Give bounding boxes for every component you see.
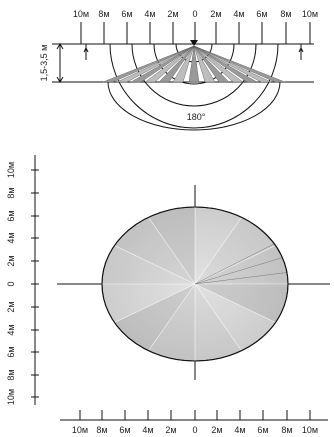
bottom-tick-label: 6м [119,425,130,435]
left-tick-label: 2м [6,301,16,312]
detection-beam [144,45,195,83]
zone-arc [131,43,257,107]
ceiling-marker-arrow-icon [83,46,89,53]
bottom-axis-ticks: 10м 8м 6м 4м 2м 0 2м 4м 6м 8м 10м [72,410,318,435]
left-tick-label: 10м [6,162,16,178]
bottom-tick-label: 0 [192,425,197,435]
bottom-tick-label: 8м [96,425,107,435]
left-tick-label: 2м [6,255,16,266]
bottom-tick-label: 2м [165,425,176,435]
detection-beam [102,45,195,83]
left-tick-label: 6м [6,346,16,357]
left-tick-label: 4м [6,324,16,335]
coverage-radial-line [194,257,283,285]
bottom-tick-label: 4м [234,425,245,435]
bottom-tick-label: 4м [142,425,153,435]
top-tick-label: 0 [192,9,197,19]
top-tick-label: 6м [121,9,132,19]
detection-beam [193,45,272,83]
left-tick-label: 10м [6,389,16,405]
top-view: 10м 8м 6м 4м 2м 0 2м 4м 6м 8м 10м 10м 8м 6м 4м 2м 0 2м 4м… [6,155,330,435]
bottom-tick-label: 10м [302,425,318,435]
top-tick-label: 2м [210,9,221,19]
top-tick-label: 6м [256,9,267,19]
left-axis-ticks: 10м 8м 6м 4м 2м 0 2м 4м 6м 8м 10м [6,162,39,405]
top-tick-label: 10м [73,9,89,19]
bottom-tick-label: 6м [257,425,268,435]
ceiling-marker-arrow-icon [298,46,304,53]
angle-label: 180° [187,112,206,122]
bottom-tick-label: 8м [281,425,292,435]
top-tick-label: 4м [233,9,244,19]
left-tick-label: 8м [6,369,16,380]
side-view: 10м 8м 6м 4м 2м 0 2м 4м 6м 8м 10м 1,5-3,5 м 180° [39,9,318,131]
coverage-radial-line [194,243,275,285]
coverage-disc-outline [101,206,289,362]
side-view-top-ticks: 10м 8м 6м 4м 2м 0 2м 4м 6м 8м 10м [73,9,318,44]
top-tick-label: 8м [98,9,109,19]
detection-beam [130,45,195,83]
beam-fan [102,45,286,83]
top-tick-label: 2м [167,9,178,19]
detection-beam [193,45,216,83]
detection-beam [116,45,195,83]
detection-beam [193,45,258,83]
coverage-radial-line [194,272,288,285]
bottom-tick-label: 10м [72,425,88,435]
left-tick-label: 6м [6,210,16,221]
detection-beam [158,45,195,83]
height-label: 1,5-3,5 м [39,45,49,82]
top-tick-label: 4м [144,9,155,19]
detection-beam [188,45,200,83]
top-tick-label: 8м [280,9,291,19]
coverage-segments [101,206,289,362]
bottom-tick-label: 2м [211,425,222,435]
detection-beam [193,45,286,83]
height-arrow-down-icon [56,76,64,83]
left-tick-label: 4м [6,232,16,243]
detection-beam [193,45,244,83]
left-tick-label: 0 [6,281,16,286]
detection-beam [193,45,230,83]
sensor-icon [190,40,198,46]
ceiling-markers [83,44,304,60]
outer-zone-arc [107,81,281,131]
detection-beam [172,45,195,83]
height-arrow-up-icon [56,43,64,50]
top-tick-label: 10м [302,9,318,19]
left-tick-label: 8м [6,187,16,198]
